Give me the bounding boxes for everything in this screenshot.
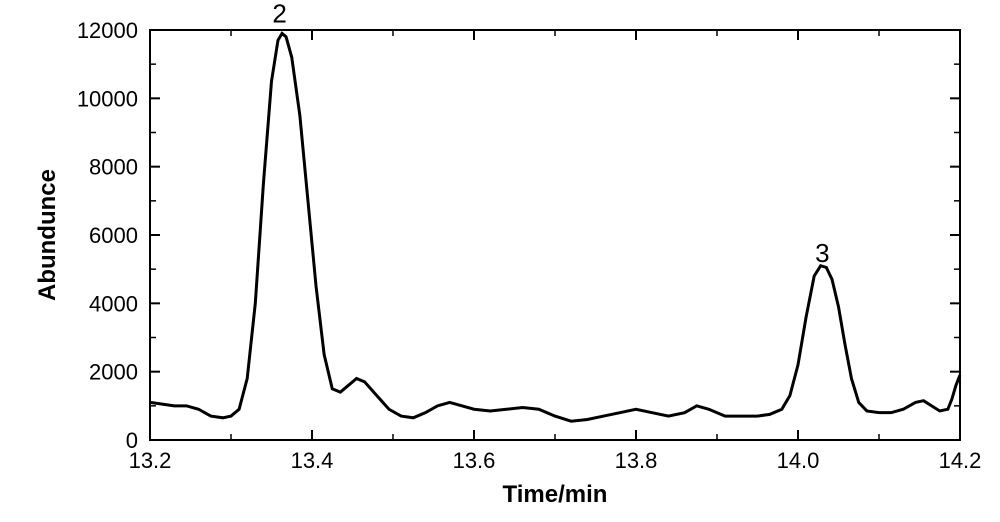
peak-label: 2 xyxy=(272,0,286,29)
x-tick-label: 14.0 xyxy=(777,448,820,473)
y-tick-label: 4000 xyxy=(89,291,138,316)
x-tick-label: 13.4 xyxy=(291,448,334,473)
chromatogram-chart: 13.213.413.613.814.014.20200040006000800… xyxy=(0,0,1000,522)
x-axis-label: Time/min xyxy=(503,481,608,508)
y-tick-label: 2000 xyxy=(89,360,138,385)
y-axis-label: Abundunce xyxy=(34,169,61,301)
x-tick-label: 13.6 xyxy=(453,448,496,473)
y-tick-label: 6000 xyxy=(89,223,138,248)
y-tick-label: 8000 xyxy=(89,155,138,180)
y-tick-label: 10000 xyxy=(77,86,138,111)
chart-svg: 13.213.413.613.814.014.20200040006000800… xyxy=(0,0,1000,522)
peak-label: 3 xyxy=(815,238,829,268)
y-tick-label: 0 xyxy=(126,428,138,453)
x-tick-label: 13.8 xyxy=(615,448,658,473)
x-tick-label: 14.2 xyxy=(939,448,982,473)
chromatogram-trace xyxy=(150,33,960,421)
y-tick-label: 12000 xyxy=(77,18,138,43)
